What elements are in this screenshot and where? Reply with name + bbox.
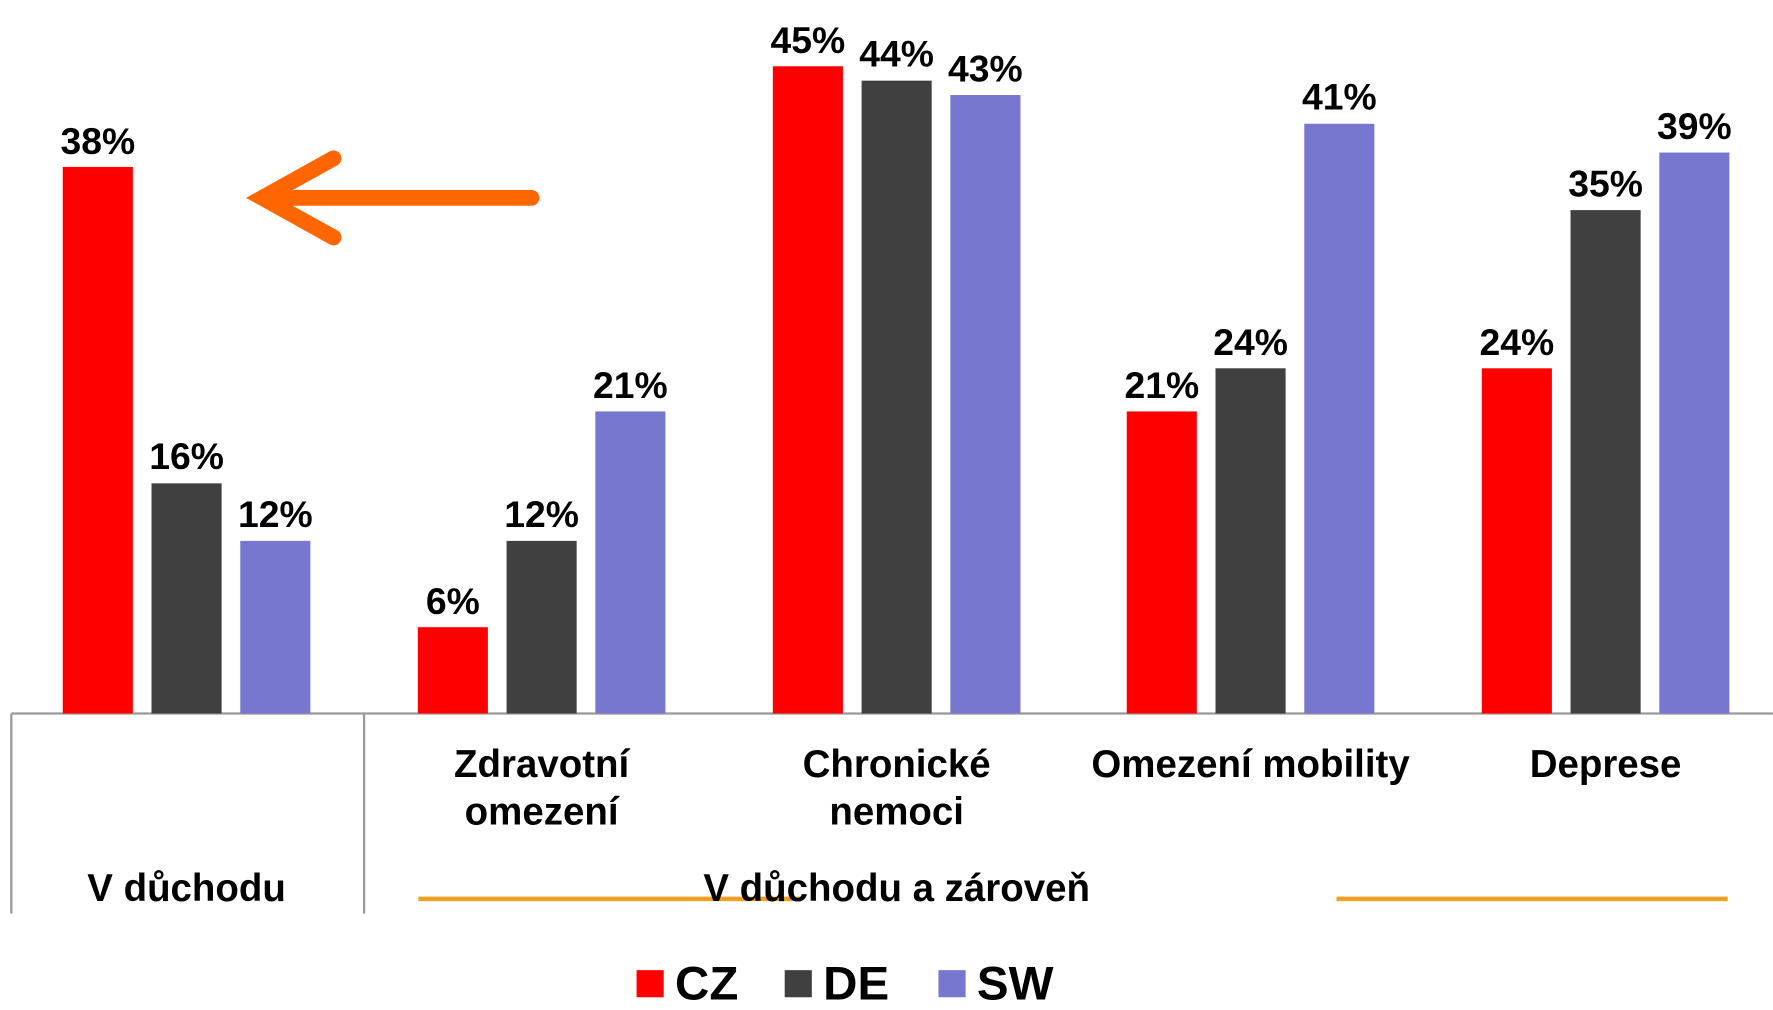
data-label: 21% [593,363,668,406]
bar [240,540,311,714]
bar [506,540,577,714]
data-label: 6% [425,579,480,622]
bar [417,627,488,714]
data-label: 39% [1657,105,1732,147]
data-label: 38% [60,119,136,162]
bar [1570,210,1641,714]
data-label: 41% [1301,76,1377,119]
data-label: 16% [149,435,224,478]
data-label: 44% [859,33,934,75]
data-label: 24% [1479,320,1555,363]
bar [772,66,843,714]
data-label: 12% [237,493,313,536]
legend-swatch [938,970,966,998]
bar [151,483,222,714]
x-tick-label: Deprese [1529,742,1682,786]
data-label: 24% [1213,320,1288,363]
x-tick-label: Zdravotní omezení [454,742,630,834]
legend-swatch [636,970,664,998]
data-label: 45% [770,18,846,61]
data-label: 35% [1568,162,1643,205]
legend-label: SW [976,956,1054,1010]
legend-swatch [784,970,812,998]
data-label: 43% [948,47,1023,90]
x-tick-label: V důchodu [87,867,286,911]
bar [1481,368,1552,714]
bar [1659,152,1730,714]
x-tick-label: Omezení mobility [1091,742,1410,786]
bar [62,166,133,714]
data-label: 12% [504,493,579,536]
bar [1126,411,1197,714]
arrow [246,150,540,246]
data-label: 21% [1124,363,1200,406]
bar [861,80,932,714]
group-label: V důchodu a zároveň [703,867,1090,911]
bar [1215,368,1286,714]
legend-label: DE [823,956,890,1010]
bar [595,411,666,714]
bar [1304,123,1375,714]
x-tick-label: Chronické nemoci [802,742,991,834]
bar [950,95,1021,714]
legend-label: CZ [675,956,739,1010]
